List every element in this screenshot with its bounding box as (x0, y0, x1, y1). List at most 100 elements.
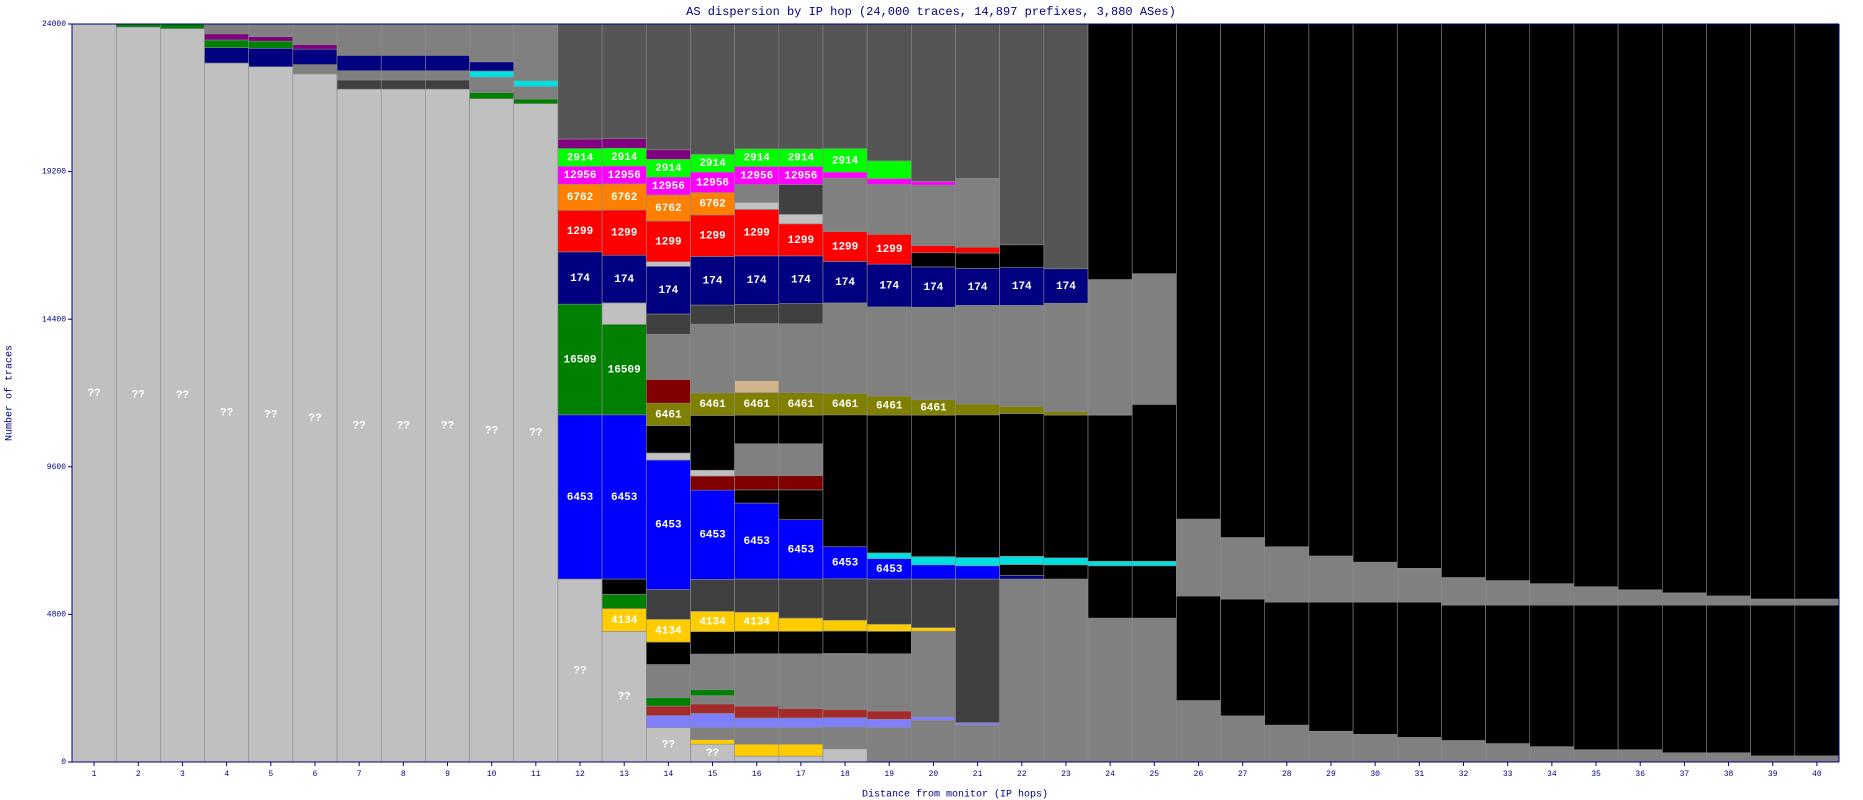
segment (734, 380, 780, 393)
segment-label: 174 (570, 273, 590, 285)
segment-label: ?? (397, 421, 410, 433)
segment (955, 252, 1000, 269)
segment-label: 2914 (655, 163, 682, 175)
segment (822, 630, 868, 654)
segment-label: 6453 (788, 544, 815, 556)
segment (734, 717, 780, 728)
segment (469, 92, 515, 100)
segment (380, 23, 426, 56)
segment (1043, 564, 1089, 580)
segment (734, 727, 780, 745)
segment-label: ?? (87, 388, 100, 400)
segment (911, 252, 956, 268)
segment-label: 12956 (696, 177, 729, 189)
segment-label: 6461 (788, 399, 815, 411)
segment (866, 263, 912, 308)
segment (734, 323, 780, 382)
segment (380, 70, 426, 81)
segment (425, 55, 470, 72)
segment (557, 138, 603, 149)
segment (911, 414, 956, 557)
segment (557, 414, 603, 580)
segment (866, 160, 912, 179)
segment (645, 149, 691, 160)
segment (911, 631, 956, 718)
segment (866, 578, 912, 625)
x-tick-label: 36 (1635, 770, 1645, 779)
x-tick-label: 3 (180, 770, 185, 779)
x-tick-label: 21 (973, 770, 983, 779)
x-tick-label: 40 (1812, 770, 1822, 779)
segment (866, 653, 912, 712)
segment (557, 251, 603, 305)
segment (380, 88, 426, 763)
segment (690, 256, 735, 306)
segment-label: 6461 (699, 399, 726, 411)
segment (690, 695, 735, 705)
segment (557, 303, 603, 416)
segment-label: 1299 (744, 228, 770, 240)
segment (866, 727, 912, 763)
segment (734, 755, 780, 763)
segment (645, 697, 691, 707)
segment (1176, 700, 1221, 763)
segment (778, 323, 824, 393)
segment (690, 415, 735, 471)
segment (1043, 578, 1089, 763)
x-tick-label: 17 (796, 770, 806, 779)
x-tick-label: 1 (92, 770, 97, 779)
segment (1617, 589, 1663, 606)
segment (380, 55, 426, 72)
segment (1352, 601, 1398, 735)
segment (734, 304, 780, 324)
segment (425, 70, 470, 81)
segment (1573, 604, 1619, 750)
segment (1706, 23, 1751, 597)
segment (822, 261, 868, 304)
segment-label: 16509 (608, 365, 641, 377)
plot-area: ???????????????????? ???? 6453 16509 174 1299… (71, 23, 1840, 763)
segment (734, 475, 780, 491)
segment (204, 62, 249, 763)
segment (645, 261, 691, 267)
segment (1352, 734, 1398, 763)
segment (1706, 595, 1751, 606)
segment (336, 55, 382, 72)
segment (1662, 23, 1707, 594)
segment (1662, 752, 1707, 763)
segment (204, 47, 249, 64)
segment-label: 1299 (876, 244, 902, 256)
segment (778, 519, 824, 580)
segment (778, 214, 824, 225)
segment (160, 23, 205, 29)
segment (866, 552, 912, 560)
segment (1264, 724, 1310, 763)
segment (690, 323, 735, 394)
segment (1220, 23, 1266, 538)
x-tick-label: 23 (1061, 770, 1071, 779)
segment-label: 1299 (788, 235, 814, 247)
segment (1573, 23, 1619, 588)
segment (1662, 604, 1707, 754)
y-tick-label: 4800 (47, 611, 66, 620)
segment (999, 406, 1045, 414)
segment (1794, 755, 1840, 763)
segment (425, 79, 470, 90)
segment-label: 1299 (611, 228, 637, 240)
segment (1043, 411, 1089, 416)
x-tick-label: 18 (840, 770, 850, 779)
segment (1352, 23, 1398, 563)
segment (690, 475, 735, 491)
segment-label: 6453 (832, 558, 859, 570)
segment (734, 578, 780, 613)
segment (822, 653, 868, 710)
segment (1794, 598, 1840, 606)
segment (999, 23, 1045, 246)
segment-label: 174 (747, 275, 767, 287)
x-tick-label: 22 (1017, 770, 1027, 779)
x-tick-label: 20 (929, 770, 939, 779)
segment (911, 564, 956, 580)
segment (690, 703, 735, 714)
segment (1573, 749, 1619, 763)
